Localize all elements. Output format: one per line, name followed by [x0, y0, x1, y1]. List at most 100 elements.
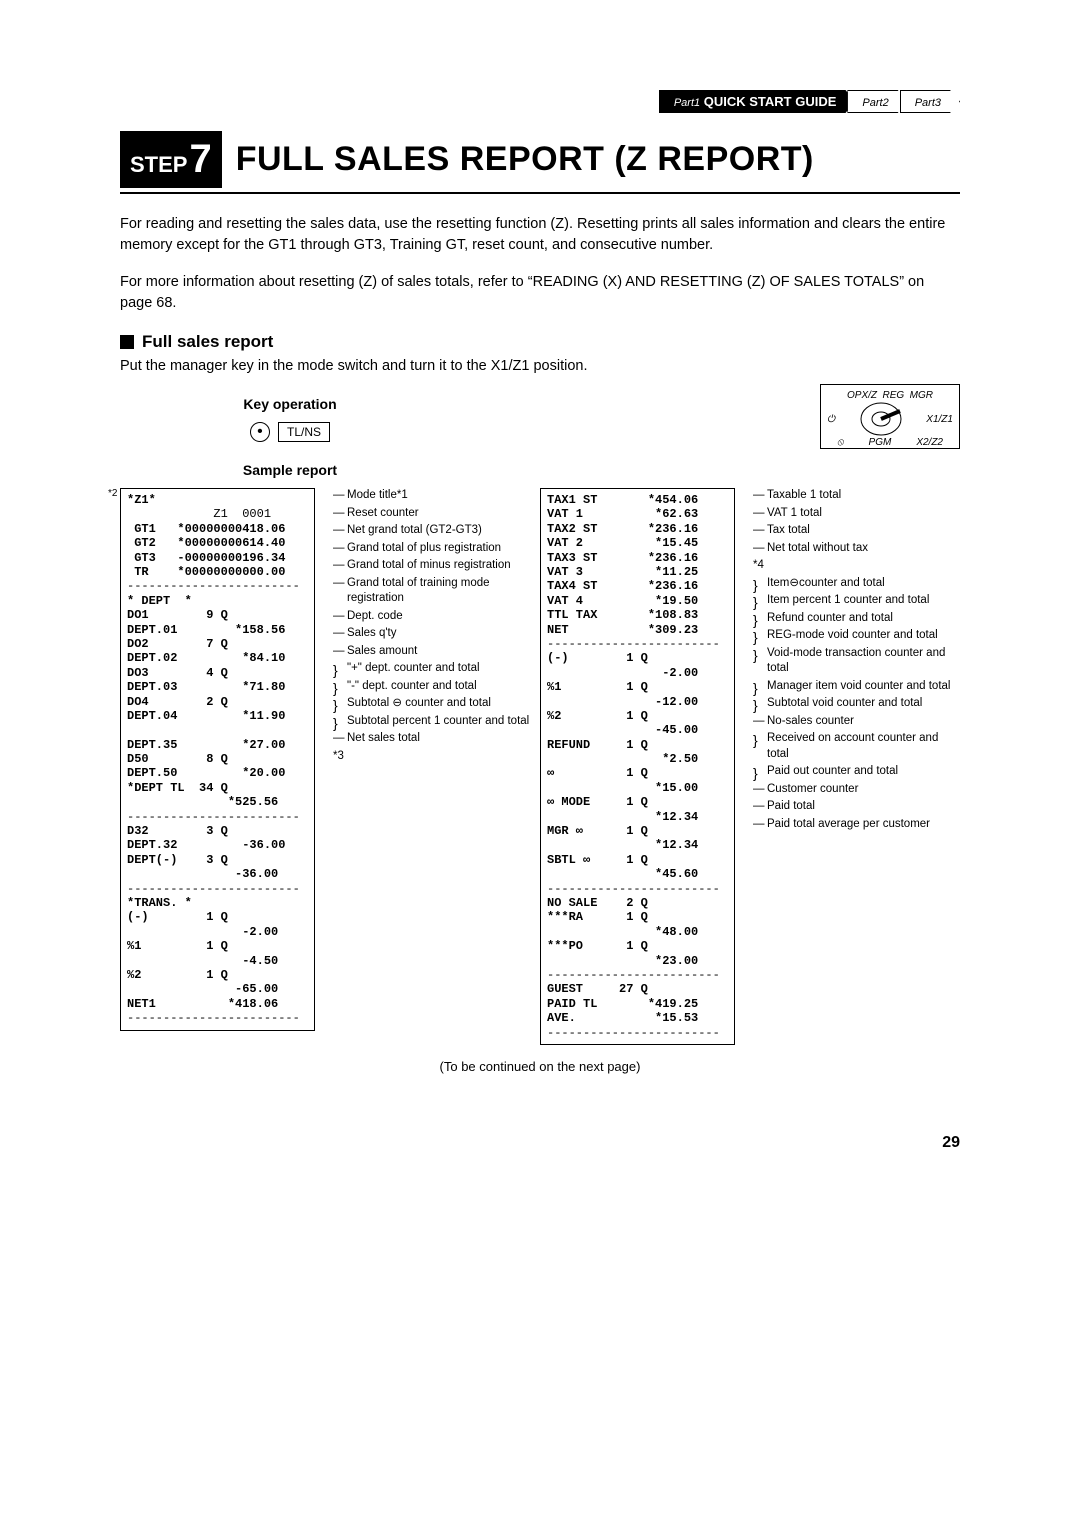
sample-title: Sample report: [120, 462, 460, 478]
receipt-right: TAX1 ST *454.06VAT 1 *62.63TAX2 ST *236.…: [540, 488, 735, 1045]
nav-breadcrumb: Part1 QUICK START GUIDE Part2 Part3: [120, 90, 960, 113]
receipt-line: PAID TL *419.25: [547, 997, 728, 1011]
annotation-line: "+" dept. counter and total: [333, 661, 540, 677]
annotation-line: Paid out counter and total: [753, 764, 960, 780]
receipt-line: DEPT.01 *158.56: [127, 623, 308, 637]
receipt-line: ------------------------: [547, 882, 728, 896]
receipt-line: * DEPT *: [127, 594, 308, 608]
star-note-2: *2: [108, 488, 117, 499]
annotation-line: Paid total average per customer: [753, 817, 960, 833]
receipt-line: DEPT.32 -36.00: [127, 838, 308, 852]
receipt-line: *15.00: [547, 781, 728, 795]
receipt-line: -65.00: [127, 982, 308, 996]
receipt-line: *45.60: [547, 867, 728, 881]
annotation-line: Net sales total: [333, 731, 540, 747]
receipt-line: GUEST 27 Q: [547, 982, 728, 996]
receipt-line: ***PO 1 Q: [547, 939, 728, 953]
receipt-line: D50 8 Q: [127, 752, 308, 766]
paragraph-2: For more information about resetting (Z)…: [120, 272, 960, 314]
receipt-line: %2 1 Q: [127, 968, 308, 982]
receipt-line: ------------------------: [127, 810, 308, 824]
dial-power-icon: ⏻: [827, 414, 835, 425]
annotation-line: Item percent 1 counter and total: [753, 593, 960, 609]
step-num: 7: [189, 137, 211, 182]
receipt-line: %1 1 Q: [127, 939, 308, 953]
page-number: 29: [120, 1134, 960, 1152]
receipt-line: (-) 1 Q: [127, 910, 308, 924]
continued-note: (To be continued on the next page): [120, 1059, 960, 1074]
receipt-line: VAT 3 *11.25: [547, 565, 728, 579]
receipt-line: ------------------------: [547, 968, 728, 982]
receipt-line: VAT 4 *19.50: [547, 594, 728, 608]
annotation-line: Subtotal void counter and total: [753, 696, 960, 712]
nav-part1: Part1 QUICK START GUIDE: [659, 90, 856, 113]
annotation-line: Paid total: [753, 799, 960, 815]
step-label: STEP: [130, 152, 187, 178]
receipt-line: ------------------------: [547, 637, 728, 651]
annotation-line: Net total without tax: [753, 541, 960, 557]
receipt-line: VAT 1 *62.63: [547, 507, 728, 521]
receipt-line: ------------------------: [127, 882, 308, 896]
receipt-line: GT3 -00000000196.34: [127, 551, 308, 565]
receipt-line: TAX1 ST *454.06: [547, 493, 728, 507]
receipt-line: *23.00: [547, 954, 728, 968]
receipt-line: *525.56: [127, 795, 308, 809]
annotation-line: Void-mode transaction counter and total: [753, 646, 960, 677]
paragraph-1: For reading and resetting the sales data…: [120, 214, 960, 256]
receipt-line: -2.00: [127, 925, 308, 939]
bullet-icon: [120, 335, 134, 349]
receipt-line: ∞ 1 Q: [547, 766, 728, 780]
receipt-line: ------------------------: [127, 579, 308, 593]
receipt-line: TAX3 ST *236.16: [547, 551, 728, 565]
receipt-line: NO SALE 2 Q: [547, 896, 728, 910]
annotation-line: Item⊖counter and total: [753, 576, 960, 592]
nav-part2: Part2: [847, 90, 907, 113]
receipt-line: (-) 1 Q: [547, 651, 728, 665]
annotation-line: Subtotal percent 1 counter and total: [333, 714, 540, 730]
step-header: STEP 7 FULL SALES REPORT (Z REPORT): [120, 131, 960, 194]
receipt-line: MGR ∞ 1 Q: [547, 824, 728, 838]
dial-opxz: OPX/Z: [847, 390, 877, 401]
receipt-left: *Z1* Z1 0001 GT1 *00000000418.06 GT2 *00…: [120, 488, 315, 1030]
receipt-line: ***RA 1 Q: [547, 910, 728, 924]
receipt-line: DEPT.35 *27.00: [127, 738, 308, 752]
annotation-line: Dept. code: [333, 609, 540, 625]
receipt-line: *12.34: [547, 810, 728, 824]
dial-icon: [858, 401, 904, 437]
dial-pgm: PGM: [869, 437, 892, 448]
receipt-line: VAT 2 *15.45: [547, 536, 728, 550]
dial-reg: REG: [883, 390, 905, 401]
receipt-line: GT2 *00000000614.40: [127, 536, 308, 550]
mode-dial: OPX/Z REG MGR ⏻ X1/Z1 ⦸ PGM X2/Z2: [820, 384, 960, 449]
receipt-line: %1 1 Q: [547, 680, 728, 694]
receipt-line: -45.00: [547, 723, 728, 737]
receipt-line: *TRANS. *: [127, 896, 308, 910]
annotation-line: Grand total of minus registration: [333, 558, 540, 574]
annotation-line: Taxable 1 total: [753, 488, 960, 504]
receipt-line: NET1 *418.06: [127, 997, 308, 1011]
receipt-line: *Z1*: [127, 493, 308, 507]
receipt-line: *12.34: [547, 838, 728, 852]
receipt-line: *48.00: [547, 925, 728, 939]
dot-key-icon: •: [250, 422, 270, 442]
step-box: STEP 7: [120, 131, 222, 188]
receipt-line: *2.50: [547, 752, 728, 766]
annotation-line: Received on account counter and total: [753, 731, 960, 762]
annotations-left: Mode title*1Reset counterNet grand total…: [315, 488, 540, 766]
annotation-line: Grand total of plus registration: [333, 541, 540, 557]
receipt-line: TAX2 ST *236.16: [547, 522, 728, 536]
nav-part3: Part3: [900, 90, 960, 113]
receipt-line: -4.50: [127, 954, 308, 968]
receipt-line: -2.00: [547, 666, 728, 680]
subheading: Full sales report: [120, 332, 960, 352]
receipt-line: DEPT(-) 3 Q: [127, 853, 308, 867]
annotation-line: Tax total: [753, 523, 960, 539]
receipt-line: *DEPT TL 34 Q: [127, 781, 308, 795]
receipt-line: [127, 723, 308, 737]
receipt-line: DO3 4 Q: [127, 666, 308, 680]
receipt-line: GT1 *00000000418.06: [127, 522, 308, 536]
annotation-line: Grand total of training mode registratio…: [333, 576, 540, 607]
annotation-line: Sales amount: [333, 644, 540, 660]
nav-part1-title: QUICK START GUIDE: [704, 94, 837, 109]
annotation-line: *3: [333, 749, 540, 765]
